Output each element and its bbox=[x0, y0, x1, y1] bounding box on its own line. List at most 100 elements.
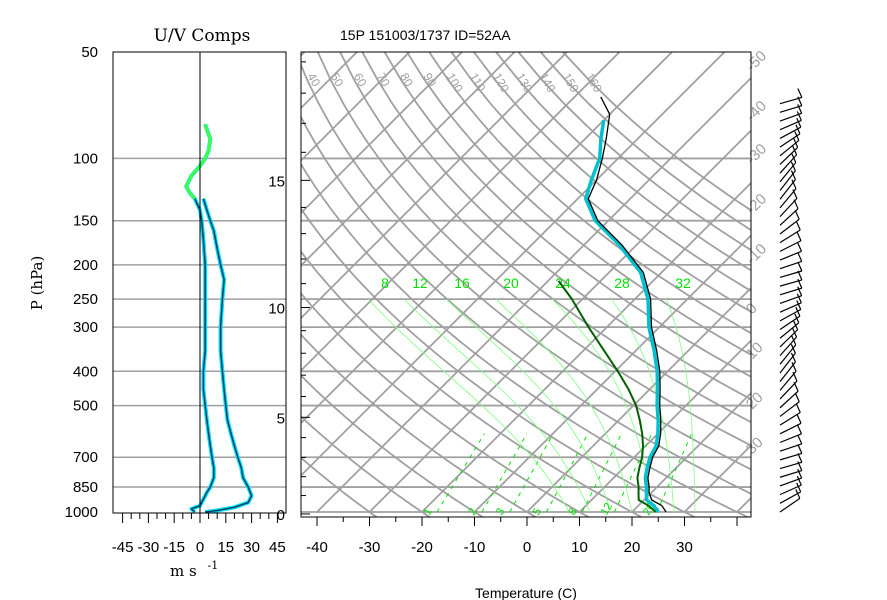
dry-adiabat-line bbox=[316, 52, 751, 447]
wind-barb-feather bbox=[796, 424, 803, 435]
uv-panel-title: U/V Comps bbox=[154, 26, 251, 46]
wind-barb bbox=[779, 133, 801, 148]
wind-barb bbox=[779, 336, 797, 357]
isotherm-line bbox=[526, 286, 751, 513]
wind-barb bbox=[779, 260, 802, 270]
wind-barb-feather bbox=[797, 468, 803, 479]
mixing-ratio-line bbox=[481, 433, 528, 513]
pressure-tick-label: 50 bbox=[81, 44, 98, 61]
wind-barb-feather bbox=[797, 252, 803, 262]
uv-xlabel-exponent: -1 bbox=[207, 559, 218, 572]
wind-barb bbox=[779, 295, 802, 305]
temperature-tick-label: -20 bbox=[411, 539, 433, 556]
uv-x-tick-label: -15 bbox=[163, 539, 185, 556]
isotherm-line bbox=[301, 52, 673, 425]
mixing-ratio-label: 8 bbox=[566, 506, 579, 517]
mixing-ratio-line bbox=[509, 433, 554, 513]
wind-barb bbox=[779, 287, 803, 296]
wind-barb-feather bbox=[795, 220, 801, 231]
dry-adiabat-label: 150 bbox=[560, 71, 582, 96]
isotherm-line bbox=[790, 52, 887, 512]
wind-barb bbox=[779, 126, 802, 139]
wind-barb-feather bbox=[796, 117, 802, 128]
mixing-ratio-line bbox=[436, 433, 485, 513]
v-component-line bbox=[202, 198, 253, 513]
height-ticks: 0 5 10 15 bbox=[268, 61, 310, 524]
dry-adiabat-label: 50 bbox=[328, 71, 347, 90]
isotherm-label: 10 bbox=[743, 339, 767, 363]
dry-adiabat-label: 80 bbox=[397, 71, 416, 90]
mixing-ratio-label: 2 bbox=[466, 506, 479, 517]
dry-adiabat-label: 140 bbox=[536, 71, 558, 96]
dry-adiabat-label: 40 bbox=[304, 71, 323, 90]
pressure-tick-label: 100 bbox=[73, 150, 98, 167]
wind-barb bbox=[779, 443, 802, 452]
isotherm-line bbox=[316, 76, 751, 513]
height-tick-label: 15 bbox=[268, 173, 285, 190]
temperature-tick-label: -40 bbox=[306, 539, 328, 556]
mixing-ratio-label: 1 bbox=[421, 506, 434, 517]
wind-barb bbox=[779, 484, 802, 496]
wind-barb bbox=[779, 208, 799, 226]
wind-barb bbox=[779, 270, 803, 279]
wind-barb bbox=[779, 240, 802, 252]
wind-barb-feather bbox=[797, 261, 803, 272]
wind-barb-feather bbox=[797, 104, 803, 114]
chart-title: 15P 151003/1737 ID=52AA bbox=[340, 27, 511, 43]
moist-adiabat-line bbox=[403, 298, 591, 513]
moist-adiabat-line bbox=[367, 298, 570, 513]
height-tick-label: 0 bbox=[277, 507, 285, 524]
dry-adiabat-label: 130 bbox=[513, 71, 535, 96]
mixing-ratio-label: 12 bbox=[599, 501, 616, 518]
temperature-tick-label: -10 bbox=[464, 539, 486, 556]
isotherm-line bbox=[301, 52, 568, 320]
isotherm-label: -30 bbox=[743, 140, 770, 167]
wind-barb-feather bbox=[796, 300, 802, 310]
wind-barbs bbox=[779, 88, 803, 513]
isotherm-label: 30 bbox=[743, 434, 767, 458]
wind-barb-feather bbox=[794, 209, 800, 220]
moist-adiabat-line bbox=[495, 298, 633, 513]
skewt-profiles bbox=[557, 96, 667, 513]
dry-adiabat-label: 60 bbox=[351, 71, 370, 90]
mixing-ratio-line bbox=[546, 433, 589, 513]
wind-barb-feather bbox=[795, 403, 801, 413]
temperature-tick-label: 20 bbox=[624, 539, 641, 556]
isotherm-label: -40 bbox=[743, 97, 770, 124]
wind-barb bbox=[779, 96, 803, 105]
moist-adiabat-label: 12 bbox=[412, 275, 428, 291]
dry-adiabat-line bbox=[301, 415, 432, 517]
dry-adiabat-line bbox=[301, 333, 538, 517]
wind-barb-feather bbox=[790, 352, 796, 363]
dry-adiabat-line bbox=[301, 115, 751, 495]
dry-adiabat-line bbox=[562, 52, 751, 212]
temperature-tick-label: 0 bbox=[523, 539, 531, 556]
uv-ylabel: P (hPa) bbox=[28, 256, 46, 311]
wind-barb-feather bbox=[797, 434, 803, 445]
pressure-tick-label: 150 bbox=[73, 213, 98, 230]
moist-adiabat-label: 20 bbox=[503, 275, 519, 291]
wind-barb bbox=[779, 188, 797, 209]
wind-barb bbox=[779, 452, 803, 461]
isotherm-line bbox=[631, 391, 751, 513]
wind-barb bbox=[779, 422, 802, 435]
isotherm-label: 0 bbox=[743, 300, 761, 318]
wind-barb-feather bbox=[796, 293, 802, 304]
wind-barb-feather bbox=[796, 231, 802, 241]
dewpoint-profile-line bbox=[583, 120, 660, 513]
isotherm-label: 20 bbox=[743, 389, 767, 413]
wind-barb bbox=[779, 112, 802, 122]
wind-barb-feather bbox=[796, 414, 802, 424]
mixing-ratio-line bbox=[581, 433, 623, 513]
wind-barb bbox=[779, 162, 797, 183]
isotherm-line bbox=[683, 444, 751, 513]
dry-adiabat-line bbox=[339, 52, 751, 424]
wind-barb bbox=[779, 179, 796, 200]
pressure-tick-label: 300 bbox=[73, 319, 98, 336]
wind-barb-feather bbox=[796, 475, 802, 486]
wind-barb bbox=[779, 344, 797, 365]
wind-barb bbox=[779, 250, 802, 261]
isotherm-line bbox=[421, 181, 751, 513]
moist-adiabat-label: 32 bbox=[675, 275, 691, 291]
wind-barb-feather bbox=[796, 482, 802, 493]
